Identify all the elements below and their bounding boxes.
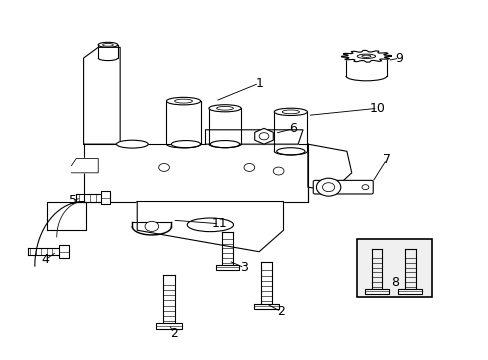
Polygon shape bbox=[307, 144, 351, 191]
Circle shape bbox=[361, 185, 368, 190]
Ellipse shape bbox=[166, 97, 200, 105]
Bar bbox=[101, 192, 110, 204]
Bar bbox=[156, 323, 182, 329]
Polygon shape bbox=[83, 47, 120, 144]
Circle shape bbox=[259, 133, 268, 140]
Circle shape bbox=[316, 178, 340, 196]
Ellipse shape bbox=[116, 140, 148, 148]
Bar bbox=[398, 289, 421, 294]
Ellipse shape bbox=[282, 110, 299, 114]
Text: 9: 9 bbox=[395, 51, 403, 64]
Text: 10: 10 bbox=[369, 102, 385, 115]
Ellipse shape bbox=[102, 44, 113, 46]
Text: 3: 3 bbox=[240, 261, 248, 274]
Circle shape bbox=[322, 183, 334, 192]
FancyBboxPatch shape bbox=[313, 180, 372, 194]
Text: 11: 11 bbox=[211, 217, 226, 230]
Ellipse shape bbox=[356, 54, 375, 58]
Text: 6: 6 bbox=[289, 122, 297, 135]
Polygon shape bbox=[47, 202, 86, 230]
Text: 7: 7 bbox=[382, 153, 390, 166]
Polygon shape bbox=[35, 202, 83, 266]
Text: 1: 1 bbox=[255, 77, 263, 90]
Ellipse shape bbox=[276, 148, 305, 155]
Polygon shape bbox=[83, 144, 307, 202]
Polygon shape bbox=[205, 130, 303, 144]
Ellipse shape bbox=[274, 108, 307, 116]
Text: 5: 5 bbox=[69, 194, 77, 207]
Text: 4: 4 bbox=[41, 253, 49, 266]
Bar bbox=[356, 239, 431, 297]
Polygon shape bbox=[341, 50, 390, 62]
Ellipse shape bbox=[361, 55, 370, 57]
Text: 2: 2 bbox=[169, 327, 177, 339]
Ellipse shape bbox=[216, 107, 233, 110]
Circle shape bbox=[158, 163, 169, 171]
Ellipse shape bbox=[208, 105, 241, 112]
Ellipse shape bbox=[98, 42, 118, 47]
Ellipse shape bbox=[187, 218, 233, 231]
Circle shape bbox=[273, 167, 284, 175]
Text: 8: 8 bbox=[390, 276, 398, 289]
Ellipse shape bbox=[210, 140, 239, 148]
Polygon shape bbox=[137, 202, 283, 252]
Ellipse shape bbox=[174, 99, 192, 103]
Ellipse shape bbox=[171, 140, 200, 148]
Polygon shape bbox=[71, 158, 98, 173]
Bar bbox=[365, 289, 388, 294]
Bar bbox=[215, 265, 239, 270]
Text: 2: 2 bbox=[277, 305, 285, 318]
Circle shape bbox=[244, 163, 254, 171]
Circle shape bbox=[145, 221, 158, 231]
Bar bbox=[253, 303, 279, 309]
Bar bbox=[59, 245, 69, 258]
